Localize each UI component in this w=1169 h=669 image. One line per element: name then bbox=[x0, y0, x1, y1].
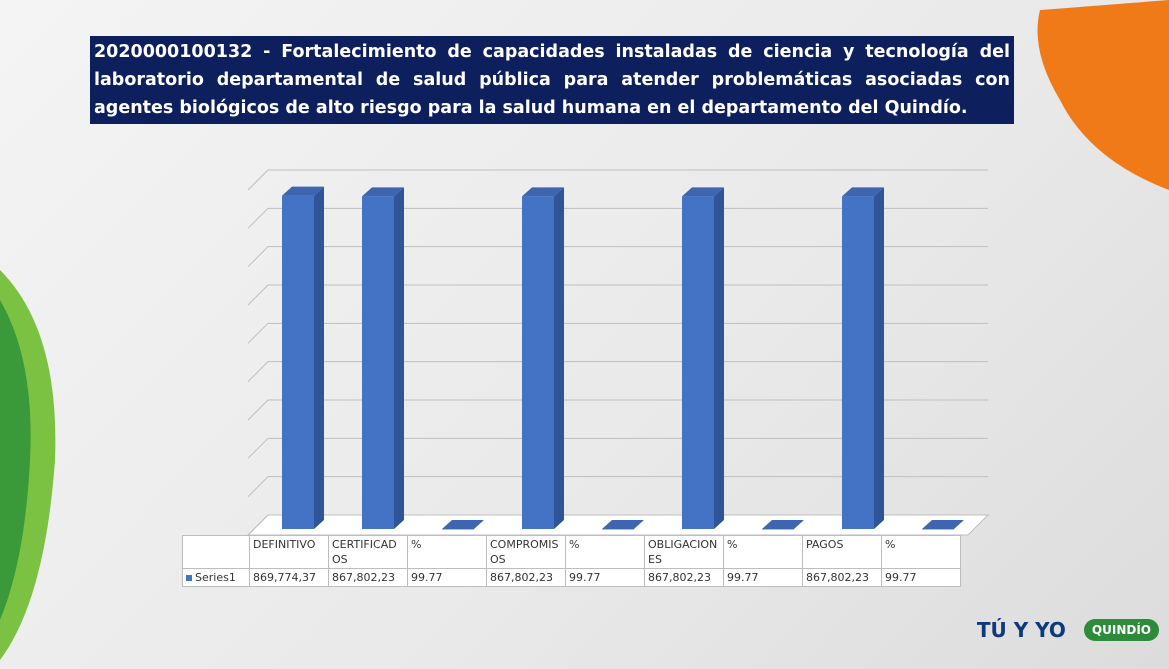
bar bbox=[842, 196, 874, 529]
bar-side bbox=[874, 187, 884, 529]
grid-line bbox=[248, 170, 988, 190]
category-label: CERTIFICADOS bbox=[329, 536, 408, 569]
bar bbox=[282, 196, 314, 529]
category-label: PAGOS bbox=[803, 536, 882, 569]
logo-text: QUINDÍO bbox=[1084, 619, 1159, 641]
bar bbox=[762, 529, 794, 530]
bar bbox=[602, 529, 634, 530]
value-label: 99.77 bbox=[566, 569, 645, 587]
bar bbox=[922, 529, 954, 530]
value-label: 867,802,23 bbox=[329, 569, 408, 587]
bar-side bbox=[714, 187, 724, 529]
value-label: 869,774,37 bbox=[250, 569, 329, 587]
bar-side bbox=[314, 187, 324, 529]
value-label: 99.77 bbox=[408, 569, 487, 587]
category-label: % bbox=[566, 536, 645, 569]
value-label: 99.77 bbox=[882, 569, 961, 587]
value-label: 867,802,23 bbox=[803, 569, 882, 587]
corner-cell bbox=[183, 536, 250, 569]
category-label: DEFINITIVO bbox=[250, 536, 329, 569]
bar bbox=[682, 196, 714, 529]
legend-cell: Series1 bbox=[183, 569, 250, 587]
category-label: % bbox=[408, 536, 487, 569]
value-label: 867,802,23 bbox=[487, 569, 566, 587]
bar bbox=[522, 196, 554, 529]
category-label: % bbox=[882, 536, 961, 569]
bar-side bbox=[394, 187, 404, 529]
category-label: OBLIGACIONES bbox=[645, 536, 724, 569]
category-label: % bbox=[724, 536, 803, 569]
bar bbox=[442, 529, 474, 530]
category-label: COMPROMISOS bbox=[487, 536, 566, 569]
logo-text: TÚ Y YO bbox=[977, 618, 1066, 642]
bar bbox=[362, 196, 394, 529]
logos: TÚ Y YO QUINDÍO bbox=[977, 618, 1159, 642]
value-label: 867,802,23 bbox=[645, 569, 724, 587]
legend-label: Series1 bbox=[195, 571, 236, 584]
slide: 2020000100132 - Fortalecimiento de capac… bbox=[0, 0, 1169, 669]
bar-side bbox=[554, 187, 564, 529]
value-label: 99.77 bbox=[724, 569, 803, 587]
legend-swatch bbox=[186, 575, 192, 581]
